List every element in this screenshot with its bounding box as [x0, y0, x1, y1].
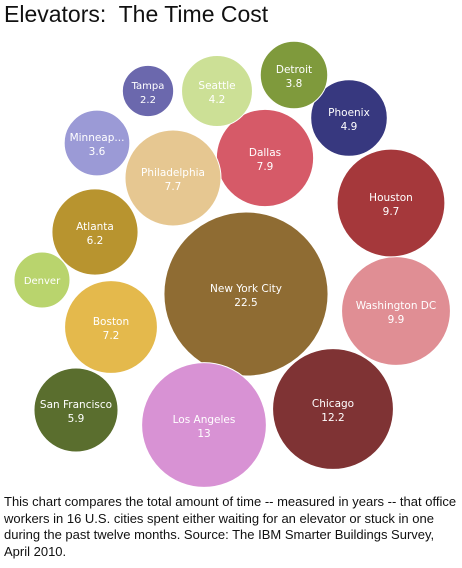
bubble-circle-chicago: [272, 348, 394, 470]
bubble-value-chicago: 12.2: [321, 412, 344, 424]
bubble-new-york-city: New York City 22.5: [163, 211, 329, 377]
bubble-atlanta: Atlanta 6.2: [51, 188, 139, 276]
bubble-value-washington-dc: 9.9: [388, 314, 405, 326]
bubble-washington-dc: Washington DC 9.9: [341, 256, 451, 366]
chart-caption: This chart compares the total amount of …: [4, 494, 457, 559]
bubble-chart: New York City 22.5 Los Angeles 13 Chicago 12.…: [13, 40, 451, 488]
bubble-minneap: Minneap... 3.6: [63, 109, 131, 177]
bubble-san-francisco: San Francisco 5.9: [33, 367, 119, 453]
bubble-label-seattle: Seattle: [198, 80, 235, 92]
bubble-value-philadelphia: 7.7: [165, 181, 182, 193]
bubble-value-seattle: 4.2: [209, 94, 226, 106]
bubble-circle-new-york-city: [163, 211, 329, 377]
bubble-value-tampa: 2.2: [140, 95, 156, 106]
bubble-label-dallas: Dallas: [249, 147, 281, 159]
bubble-circle-los-angeles: [141, 362, 267, 488]
bubble-label-los-angeles: Los Angeles: [173, 414, 236, 426]
bubble-label-denver: Denver: [24, 276, 61, 287]
bubble-circle-seattle: [181, 55, 253, 127]
bubble-label-atlanta: Atlanta: [76, 221, 114, 233]
bubble-label-philadelphia: Philadelphia: [141, 167, 205, 179]
bubble-value-houston: 9.7: [383, 206, 400, 218]
chart-title: Elevators: The Time Cost: [4, 1, 269, 27]
bubble-value-san-francisco: 5.9: [68, 413, 85, 425]
bubble-label-chicago: Chicago: [312, 398, 354, 410]
bubble-label-washington-dc: Washington DC: [356, 300, 436, 312]
bubble-circle-boston: [64, 280, 158, 374]
bubble-los-angeles: Los Angeles 13: [141, 362, 267, 488]
bubble-value-atlanta: 6.2: [87, 235, 104, 247]
bubble-philadelphia: Philadelphia 7.7: [124, 129, 222, 227]
bubble-value-los-angeles: 13: [197, 428, 210, 440]
bubble-circle-philadelphia: [124, 129, 222, 227]
bubble-circle-minneap: [63, 109, 131, 177]
bubble-circle-san-francisco: [33, 367, 119, 453]
bubble-circle-tampa: [121, 64, 175, 118]
bubble-boston: Boston 7.2: [64, 280, 158, 374]
bubble-value-detroit: 3.8: [286, 78, 303, 90]
bubble-phoenix: Phoenix 4.9: [310, 79, 388, 157]
bubble-detroit: Detroit 3.8: [259, 40, 329, 110]
bubble-circle-denver: [13, 251, 71, 309]
bubble-label-houston: Houston: [369, 192, 413, 204]
bubble-value-boston: 7.2: [103, 330, 120, 342]
bubble-seattle: Seattle 4.2: [181, 55, 253, 127]
bubble-circle-detroit: [259, 40, 329, 110]
bubble-circle-atlanta: [51, 188, 139, 276]
bubble-circle-houston: [336, 148, 446, 258]
bubble-chicago: Chicago 12.2: [272, 348, 394, 470]
bubble-label-phoenix: Phoenix: [328, 107, 370, 119]
bubble-label-detroit: Detroit: [276, 64, 312, 76]
bubble-value-phoenix: 4.9: [341, 121, 358, 133]
bubble-value-dallas: 7.9: [257, 161, 274, 173]
bubble-value-minneap: 3.6: [89, 146, 106, 158]
bubble-label-boston: Boston: [93, 316, 129, 328]
bubble-tampa: Tampa 2.2: [121, 64, 175, 118]
bubble-circle-phoenix: [310, 79, 388, 157]
bubble-denver: Denver: [13, 251, 71, 309]
bubble-label-tampa: Tampa: [131, 81, 165, 92]
bubble-label-san-francisco: San Francisco: [40, 399, 112, 411]
bubble-value-new-york-city: 22.5: [234, 297, 257, 309]
bubble-label-minneap: Minneap...: [70, 132, 125, 144]
bubble-label-new-york-city: New York City: [210, 283, 282, 295]
bubble-houston: Houston 9.7: [336, 148, 446, 258]
